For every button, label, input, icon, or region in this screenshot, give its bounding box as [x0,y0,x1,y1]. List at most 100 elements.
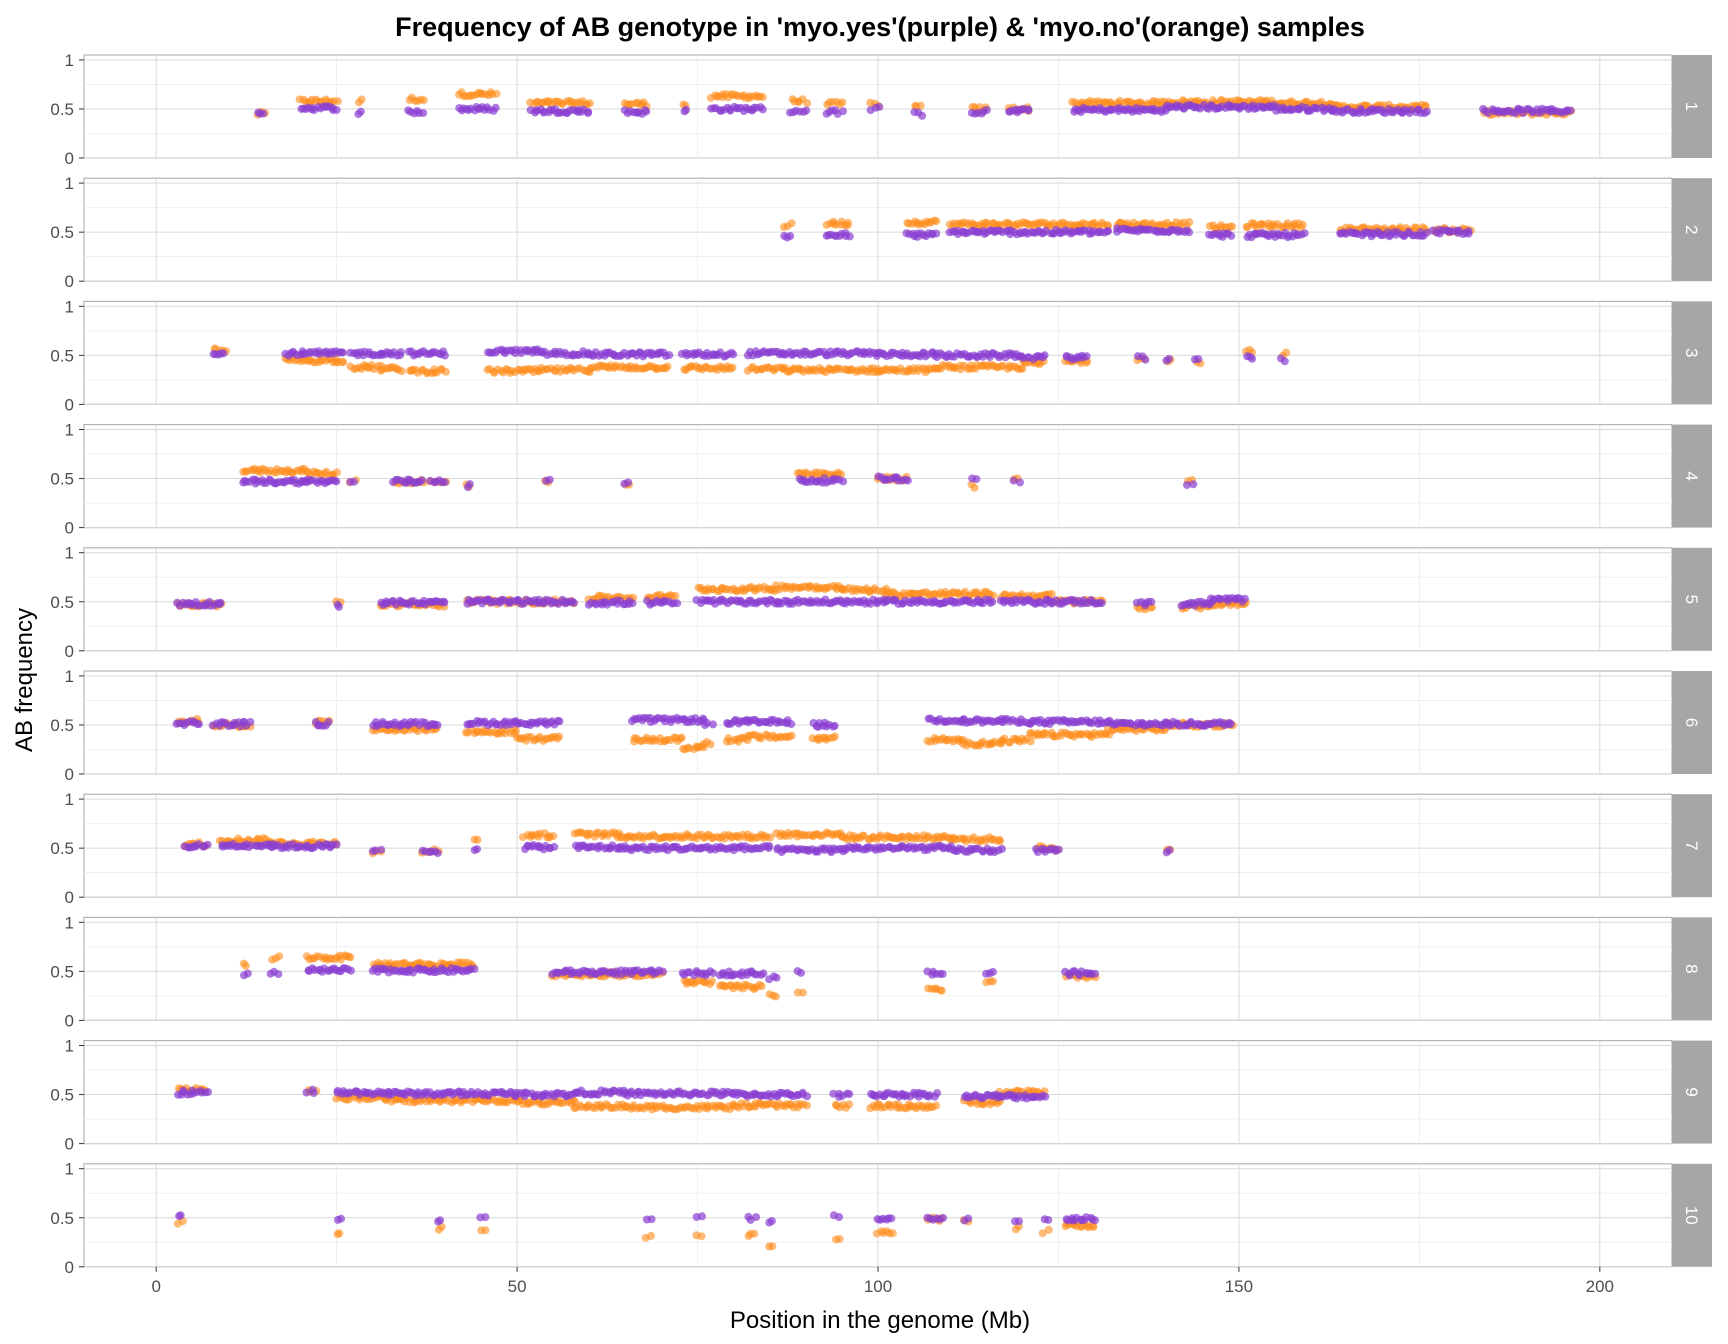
point-myo-yes [787,720,796,729]
point-myo-yes [216,598,225,607]
point-myo-yes [982,106,991,114]
point-myo-yes [436,1216,445,1225]
point-myo-yes [243,969,252,978]
point-myo-no [1026,737,1035,746]
x-axis: 0 50 100 150 200 [151,1266,1614,1296]
point-myo-no [996,837,1005,846]
point-myo-yes [1248,354,1257,363]
point-myo-yes [765,842,774,851]
panel-chr-6: 00.516 [50,667,1712,784]
point-myo-no [706,740,715,749]
facet-strip-label: 1 [1682,102,1701,111]
point-myo-yes [1082,352,1091,361]
point-myo-no [663,362,672,371]
point-myo-yes [1044,1215,1053,1224]
point-myo-yes [1091,1216,1099,1225]
point-myo-yes [246,718,255,726]
point-myo-no [241,961,250,970]
point-myo-yes [274,970,283,979]
point-myo-no [339,358,348,367]
point-myo-yes [647,1215,656,1224]
point-myo-no [492,89,501,98]
facet-strip-label: 5 [1682,595,1701,604]
point-myo-no [838,98,847,107]
point-myo-yes [473,845,482,854]
point-myo-no [671,591,680,600]
point-myo-yes [545,475,554,484]
point-myo-no [697,1232,706,1241]
point-myo-no [803,99,812,108]
point-myo-yes [1141,355,1150,364]
point-myo-yes [835,1213,844,1221]
y-tick-label: 1 [65,297,74,316]
y-tick-label: 0.5 [50,962,74,981]
point-myo-yes [875,102,884,111]
y-tick-label: 0.5 [50,839,74,858]
point-myo-no [768,1242,777,1251]
point-myo-no [970,483,979,492]
point-myo-yes [939,1213,948,1222]
point-myo-no [346,953,355,962]
point-myo-yes [481,1213,490,1222]
point-myo-yes [332,840,341,849]
point-myo-yes [491,103,500,112]
point-myo-no [512,726,520,735]
facet-strip [1672,55,1712,158]
data-points [253,88,1576,120]
y-tick-label: 0 [65,395,74,414]
point-myo-yes [1097,599,1106,608]
x-tick-label: 50 [508,1277,527,1296]
point-myo-yes [259,109,268,118]
y-tick-label: 1 [65,1037,74,1056]
point-myo-no [845,1100,854,1109]
point-myo-yes [309,1089,318,1097]
point-myo-yes [440,351,449,360]
panel-grid [84,671,1672,775]
y-tick-label: 0.5 [50,223,74,242]
panel-chr-2: 00.512 [50,174,1712,291]
point-myo-yes [332,106,341,114]
point-myo-yes [709,969,717,978]
point-myo-yes [440,598,449,607]
point-myo-yes [933,1089,942,1098]
point-myo-yes [1226,720,1235,728]
point-myo-no [647,1231,655,1240]
point-myo-yes [356,107,365,116]
data-points [180,828,1175,858]
point-myo-yes [918,111,927,120]
panel-chr-3: 00.513 [50,297,1712,414]
point-myo-no [932,1101,941,1110]
point-myo-yes [433,849,442,858]
facet-strip-label: 10 [1682,1206,1701,1225]
point-myo-yes [673,599,682,608]
facet-strip [1672,671,1712,774]
point-myo-no [766,833,775,842]
point-myo-yes [419,109,428,117]
point-myo-yes [470,965,479,973]
point-myo-no [419,96,428,105]
point-myo-yes [219,349,228,358]
point-myo-yes [1165,354,1173,363]
point-myo-yes [194,720,203,729]
point-myo-yes [1423,107,1431,116]
point-myo-yes [998,844,1006,853]
y-tick-label: 1 [65,1160,74,1179]
y-axis-title: AB frequency [11,608,38,752]
y-tick-label: 1 [65,51,74,70]
point-myo-yes [703,718,711,727]
point-myo-yes [682,105,691,114]
facet-strip [1672,424,1712,528]
y-tick-label: 0 [65,519,74,538]
point-myo-yes [204,1088,213,1096]
point-myo-yes [337,1214,345,1223]
point-myo-yes [550,842,559,851]
facet-strip-label: 8 [1682,964,1701,973]
point-myo-yes [845,1090,854,1099]
point-myo-yes [1280,357,1289,366]
point-myo-yes [1185,228,1194,237]
point-myo-no [334,97,342,106]
point-myo-yes [803,1092,812,1101]
y-tick-label: 0.5 [50,1086,74,1105]
point-myo-yes [1189,480,1198,489]
